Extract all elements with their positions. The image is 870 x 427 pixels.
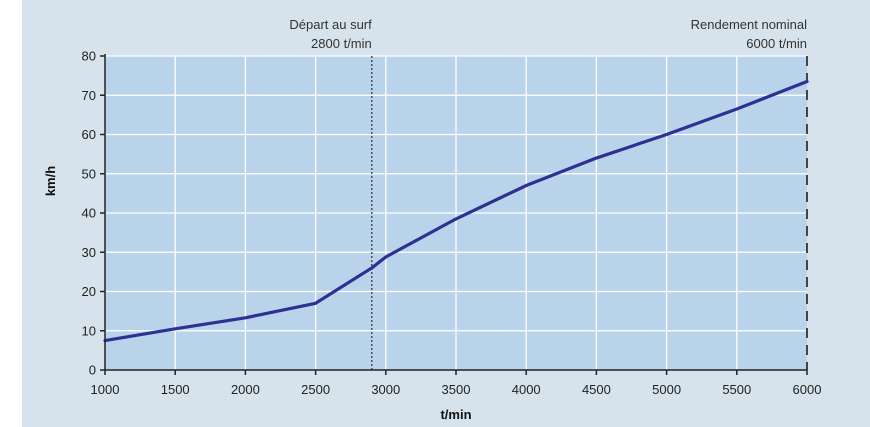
x-tick-label: 3000 — [371, 382, 400, 397]
x-tick-label: 2500 — [301, 382, 330, 397]
annotation-label: Départ au surf — [289, 17, 372, 32]
x-tick-label: 5000 — [652, 382, 681, 397]
grid — [105, 55, 807, 370]
y-axis-title: km/h — [43, 166, 58, 196]
y-tick-label: 80 — [82, 49, 96, 64]
series-line — [103, 79, 809, 343]
line-chart: 0 10 20 30 40 50 60 70 80 1000 1500 2000 2500 3000 350… — [43, 17, 822, 422]
y-tick-label: 60 — [82, 127, 96, 142]
y-tick-label: 30 — [82, 245, 96, 260]
x-tick-label: 3500 — [442, 382, 471, 397]
x-tick-label: 1500 — [161, 382, 190, 397]
x-tick-label: 1000 — [91, 382, 120, 397]
x-tick-label: 4500 — [582, 382, 611, 397]
x-tick-label: 5500 — [722, 382, 751, 397]
annotation-labels: Départ au surf 2800 t/min Rendement nomina… — [289, 17, 807, 51]
y-tick-label: 50 — [82, 166, 96, 181]
y-tick-label: 20 — [82, 284, 96, 299]
axes: 0 10 20 30 40 50 60 70 80 1000 1500 2000 2500 3000 350… — [82, 49, 822, 398]
y-tick-label: 70 — [82, 88, 96, 103]
y-tick-label: 0 — [89, 363, 96, 378]
x-axis-title: t/min — [440, 407, 471, 422]
annotation-label: Rendement nominal — [691, 17, 807, 32]
y-tick-label: 40 — [82, 206, 96, 221]
annotation-label: 2800 t/min — [311, 36, 372, 51]
x-tick-label: 6000 — [793, 382, 822, 397]
annotation-lines — [370, 56, 808, 370]
x-tick-label: 4000 — [512, 382, 541, 397]
y-tick-label: 10 — [82, 323, 96, 338]
x-tick-label: 2000 — [231, 382, 260, 397]
chart-frame: 0 10 20 30 40 50 60 70 80 1000 1500 2000 2500 3000 350… — [22, 0, 870, 427]
series-group — [103, 79, 809, 343]
annotation-label: 6000 t/min — [746, 36, 807, 51]
